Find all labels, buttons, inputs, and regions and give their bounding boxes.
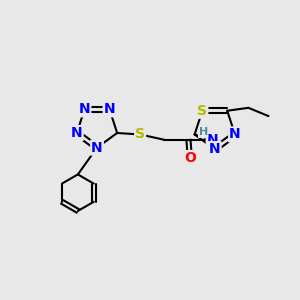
Text: N: N — [209, 142, 220, 156]
Text: S: S — [197, 104, 207, 118]
Text: N: N — [229, 128, 241, 142]
Text: S: S — [135, 128, 145, 142]
Text: O: O — [184, 151, 196, 165]
Text: N: N — [91, 141, 103, 154]
Text: N: N — [207, 133, 218, 147]
Text: N: N — [103, 102, 115, 116]
Text: N: N — [71, 126, 83, 140]
Text: N: N — [79, 102, 90, 116]
Text: H: H — [199, 128, 208, 137]
